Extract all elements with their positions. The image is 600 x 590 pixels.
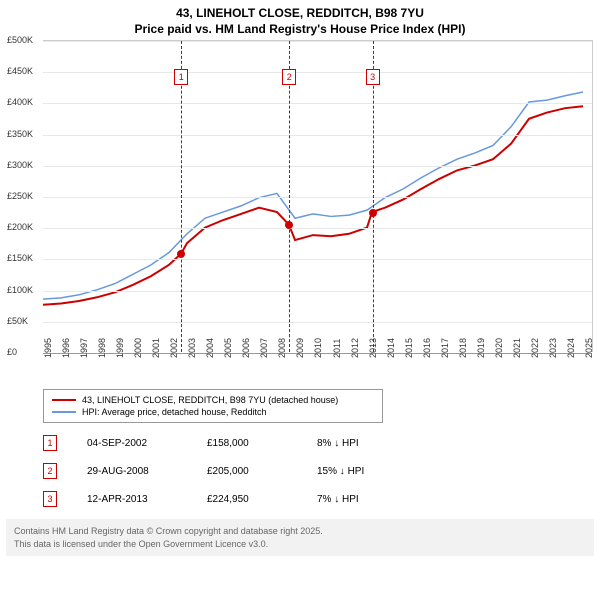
y-tick-label: £100K	[7, 285, 33, 295]
gridline	[43, 322, 592, 323]
event-row-marker: 3	[43, 491, 57, 507]
legend-row-hpi: HPI: Average price, detached house, Redd…	[52, 406, 374, 418]
event-row: 1 04-SEP-2002 £158,000 8% ↓ HPI	[43, 429, 588, 457]
y-tick-label: £150K	[7, 253, 33, 263]
gridline	[43, 166, 592, 167]
y-tick-label: £250K	[7, 191, 33, 201]
y-tick-label: £450K	[7, 66, 33, 76]
event-vline	[289, 41, 290, 352]
event-diff: 15% ↓ HPI	[317, 466, 417, 477]
footer-line1: Contains HM Land Registry data © Crown c…	[14, 525, 586, 538]
event-date: 12-APR-2013	[87, 494, 177, 505]
event-price: £158,000	[207, 438, 287, 449]
legend-label-hpi: HPI: Average price, detached house, Redd…	[82, 407, 266, 417]
events-table: 1 04-SEP-2002 £158,000 8% ↓ HPI 2 29-AUG-2008…	[43, 429, 588, 513]
event-vline	[181, 41, 182, 352]
gridline	[43, 259, 592, 260]
legend: 43, LINEHOLT CLOSE, REDDITCH, B98 7YU (d…	[43, 389, 383, 423]
event-marker-3: 3	[366, 69, 380, 85]
legend-row-property: 43, LINEHOLT CLOSE, REDDITCH, B98 7YU (d…	[52, 394, 374, 406]
event-row-marker: 2	[43, 463, 57, 479]
event-price: £205,000	[207, 466, 287, 477]
gridline	[43, 41, 592, 42]
legend-label-property: 43, LINEHOLT CLOSE, REDDITCH, B98 7YU (d…	[82, 395, 338, 405]
gridline	[43, 135, 592, 136]
event-diff: 7% ↓ HPI	[317, 494, 417, 505]
gridline	[43, 103, 592, 104]
y-tick-label: £300K	[7, 160, 33, 170]
gridline	[43, 197, 592, 198]
event-row: 3 12-APR-2013 £224,950 7% ↓ HPI	[43, 485, 588, 513]
event-diff: 8% ↓ HPI	[317, 438, 417, 449]
footer-line2: This data is licensed under the Open Gov…	[14, 538, 586, 551]
event-marker-2: 2	[282, 69, 296, 85]
y-tick-label: £50K	[7, 316, 28, 326]
y-tick-label: £200K	[7, 222, 33, 232]
event-price: £224,950	[207, 494, 287, 505]
event-row: 2 29-AUG-2008 £205,000 15% ↓ HPI	[43, 457, 588, 485]
event-vline	[373, 41, 374, 352]
legend-swatch-hpi	[52, 411, 76, 413]
y-tick-label: £400K	[7, 97, 33, 107]
event-date: 29-AUG-2008	[87, 466, 177, 477]
series-hpi	[43, 92, 583, 299]
y-tick-label: £0	[7, 347, 17, 357]
gridline	[43, 228, 592, 229]
footer-attribution: Contains HM Land Registry data © Crown c…	[6, 519, 594, 556]
chart-area: £0 £50K £100K £150K £200K £250K £300K £350K £400…	[5, 40, 595, 385]
gridline	[43, 291, 592, 292]
gridline	[43, 72, 592, 73]
page-title: 43, LINEHOLT CLOSE, REDDITCH, B98 7YU	[0, 0, 600, 22]
event-row-marker: 1	[43, 435, 57, 451]
legend-swatch-property	[52, 399, 76, 401]
page-subtitle: Price paid vs. HM Land Registry's House …	[0, 22, 600, 40]
chart-plot: 1 2 3	[43, 40, 593, 352]
y-tick-label: £350K	[7, 129, 33, 139]
event-dot	[177, 250, 185, 258]
x-tick-label: 2025	[584, 338, 600, 358]
event-dot	[285, 221, 293, 229]
event-marker-1: 1	[174, 69, 188, 85]
event-date: 04-SEP-2002	[87, 438, 177, 449]
event-dot	[369, 209, 377, 217]
y-tick-label: £500K	[7, 35, 33, 45]
